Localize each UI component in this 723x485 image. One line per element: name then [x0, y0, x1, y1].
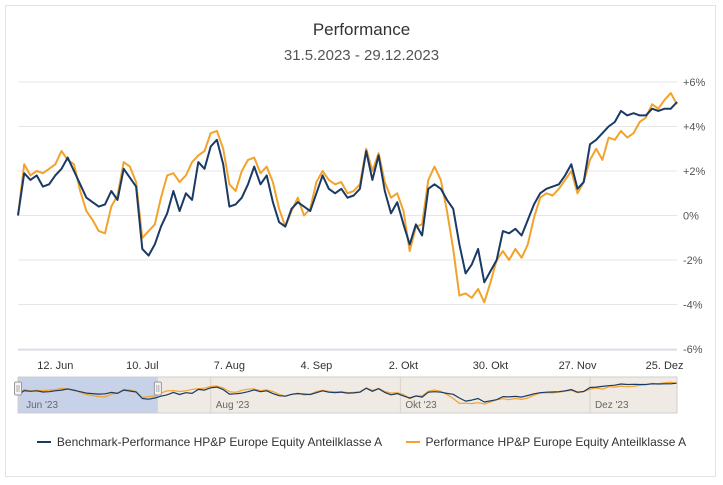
legend-item-performance[interactable]: Performance HP&P Europe Equity Anteilkla… [405, 435, 687, 449]
navigator-label: Jun '23 [26, 400, 58, 411]
x-tick-label: 2. Okt [389, 360, 418, 372]
x-tick-label: 27. Nov [559, 360, 597, 372]
x-tick-label: 30. Okt [473, 360, 508, 372]
legend: Benchmark-Performance HP&P Europe Equity… [0, 432, 723, 449]
y-axis-labels: +6% +4% +2% 0% -2% -4% -6% [683, 77, 706, 356]
navigator-handle-left[interactable] [14, 381, 22, 396]
grid-lines [18, 81, 677, 351]
legend-swatch-benchmark [36, 441, 51, 443]
series-line [17, 101, 678, 284]
x-tick-label: 25. Dez [646, 360, 684, 372]
y-tick-label: +6% [683, 77, 706, 89]
y-tick-label: +4% [683, 122, 706, 134]
legend-swatch-performance [405, 441, 420, 443]
x-tick-label: 12. Jun [37, 360, 73, 372]
x-axis-labels: 12. Jun 10. Jul 7. Aug 4. Sep 2. Okt 30. Okt 2… [37, 360, 683, 372]
y-tick-label: +2% [683, 166, 706, 178]
y-tick-label: 0% [683, 211, 699, 223]
navigator-label: Aug '23 [216, 400, 250, 411]
plot-area [17, 92, 678, 304]
x-tick-label: 4. Sep [301, 360, 333, 372]
legend-label-benchmark: Benchmark-Performance HP&P Europe Equity… [56, 435, 383, 449]
range-navigator[interactable]: Jun '23 Aug '23 Okt '23 Dez '23 [14, 376, 678, 414]
series-line [17, 92, 678, 304]
y-tick-label: -6% [683, 344, 703, 356]
x-tick-label: 10. Jul [126, 360, 158, 372]
chart-subtitle: 31.5.2023 - 29.12.2023 [283, 47, 440, 64]
legend-label-performance: Performance HP&P Europe Equity Anteilkla… [425, 435, 687, 449]
navigator-series [17, 381, 678, 405]
navigator-label: Dez '23 [595, 400, 629, 411]
series-line [17, 382, 678, 403]
chart-title: Performance [312, 20, 411, 39]
navigator-label: Okt '23 [405, 400, 437, 411]
y-tick-label: -4% [683, 300, 703, 312]
navigator-handle-right[interactable] [153, 381, 162, 396]
legend-item-benchmark[interactable]: Benchmark-Performance HP&P Europe Equity… [36, 435, 383, 449]
y-tick-label: -2% [683, 255, 703, 267]
x-tick-label: 7. Aug [214, 360, 245, 372]
